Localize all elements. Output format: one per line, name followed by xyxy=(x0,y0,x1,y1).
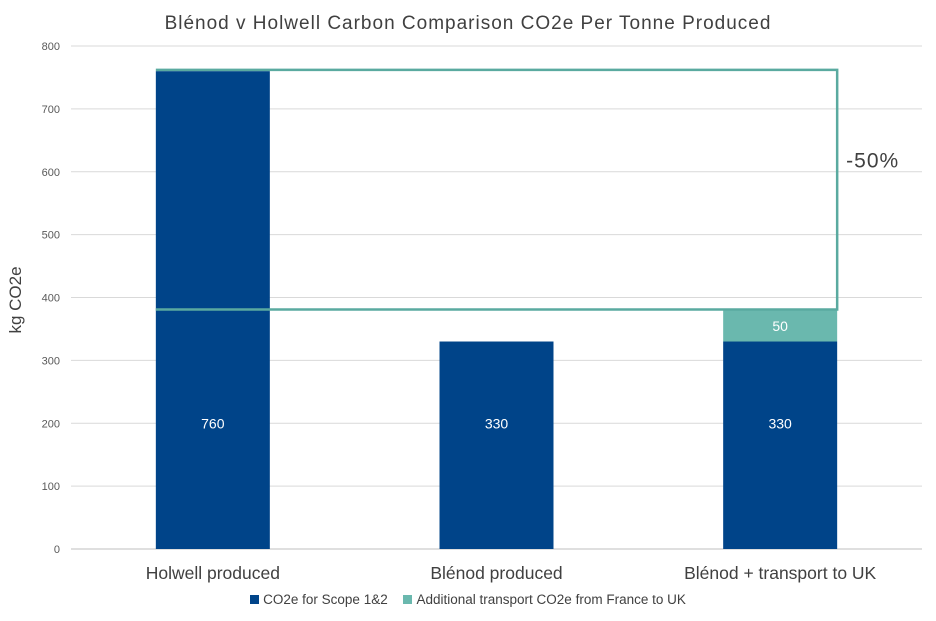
legend-swatch-scope xyxy=(250,595,260,604)
legend-swatch-transport xyxy=(403,595,413,604)
data-label-scope-1: 330 xyxy=(485,415,509,431)
y-tick-label-600: 600 xyxy=(42,167,60,179)
x-tick-label-2: Blénod + transport to UK xyxy=(684,563,876,583)
y-tick-label-700: 700 xyxy=(42,104,60,116)
annotation-bracket xyxy=(155,68,839,311)
data-label-transport-2: 50 xyxy=(772,318,788,334)
bar-scope-1 xyxy=(439,341,554,549)
legend: CO2e for Scope 1&2 Additional transport … xyxy=(0,592,936,607)
y-tick-label-500: 500 xyxy=(42,230,60,242)
data-label-scope-0: 760 xyxy=(201,415,225,431)
bar-scope-2 xyxy=(723,341,838,549)
data-label-scope-2: 330 xyxy=(768,415,792,431)
y-tick-label-800: 800 xyxy=(42,41,60,53)
chart-title: Blénod v Holwell Carbon Comparison CO2e … xyxy=(164,13,772,34)
y-tick-label-200: 200 xyxy=(42,418,60,430)
x-tick-label-1: Blénod produced xyxy=(430,563,562,583)
x-tick-label-0: Holwell produced xyxy=(146,563,280,583)
y-tick-label-300: 300 xyxy=(42,355,60,367)
legend-item-transport: Additional transport CO2e from France to… xyxy=(403,592,686,607)
y-tick-label-0: 0 xyxy=(54,544,60,556)
legend-label-scope: CO2e for Scope 1&2 xyxy=(263,592,388,607)
bar-transport-2 xyxy=(723,310,838,342)
legend-label-transport: Additional transport CO2e from France to… xyxy=(416,592,686,607)
legend-item-scope: CO2e for Scope 1&2 xyxy=(250,592,388,607)
y-tick-label-400: 400 xyxy=(42,293,60,305)
annotation-label: -50% xyxy=(846,150,899,173)
y-tick-label-100: 100 xyxy=(42,481,60,493)
